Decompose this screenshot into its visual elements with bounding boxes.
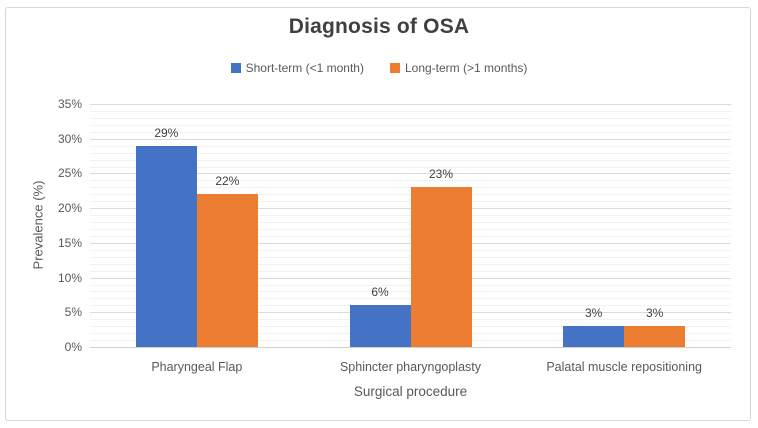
legend-swatch-icon: [389, 63, 400, 73]
category-label: Palatal muscle repositioning: [546, 360, 702, 374]
bar-data-label: 3%: [645, 306, 664, 321]
legend-label: Long-term (>1 months): [404, 61, 528, 75]
minor-gridline: [90, 117, 731, 119]
y-tick-label: 0%: [64, 340, 82, 354]
bar-long-term: [196, 194, 258, 347]
bar-long-term: [410, 187, 472, 347]
minor-gridline: [90, 124, 731, 126]
plot-area: 29% 22% 6% 23% 3% 3%: [90, 104, 731, 348]
y-tick-label: 30%: [57, 131, 82, 146]
legend-item-long-term: Long-term (>1 months): [389, 61, 528, 75]
minor-gridline: [90, 110, 731, 112]
legend-item-short-term: Short-term (<1 month): [230, 61, 364, 75]
legend-swatch-icon: [230, 63, 241, 73]
major-gridline: [90, 173, 731, 175]
y-tick-label: 35%: [57, 97, 82, 111]
minor-gridline: [90, 166, 731, 168]
x-axis-title: Surgical procedure: [353, 384, 468, 399]
minor-gridline: [90, 152, 731, 154]
y-axis-tick-labels: 0% 5% 10% 15% 20% 25% 30% 35%: [0, 97, 82, 354]
bar-short-term: [349, 305, 411, 347]
chart-title: Diagnosis of OSA: [288, 15, 470, 38]
y-tick-label: 25%: [57, 166, 82, 181]
legend: Short-term (<1 month) Long-term (>1 month…: [0, 60, 758, 76]
minor-gridline: [90, 131, 731, 133]
y-tick-label: 20%: [57, 201, 82, 216]
category-label: Pharyngeal Flap: [151, 360, 243, 374]
bar-long-term: [624, 326, 686, 347]
major-gridline: [90, 104, 731, 105]
category-label: Sphincter pharyngoplasty: [339, 360, 482, 374]
y-tick-label: 10%: [57, 270, 82, 285]
major-gridline: [90, 138, 731, 140]
bar-data-label: 6%: [371, 285, 389, 300]
bar-data-label: 29%: [154, 125, 179, 140]
x-axis-category-labels: Pharyngeal Flap Sphincter pharyngoplasty P…: [90, 360, 731, 376]
minor-gridline: [90, 159, 731, 161]
minor-gridline: [90, 145, 731, 147]
bar-data-label: 23%: [428, 167, 454, 182]
bar-short-term: [563, 326, 625, 347]
bar-short-term: [135, 145, 197, 347]
minor-gridline: [90, 180, 731, 182]
bar-data-label: 3%: [584, 306, 603, 321]
chart-frame: [5, 7, 751, 421]
legend-label: Short-term (<1 month): [245, 61, 364, 75]
bar-data-label: 22%: [215, 174, 240, 189]
y-tick-label: 15%: [57, 235, 82, 250]
y-tick-label: 5%: [64, 305, 82, 320]
